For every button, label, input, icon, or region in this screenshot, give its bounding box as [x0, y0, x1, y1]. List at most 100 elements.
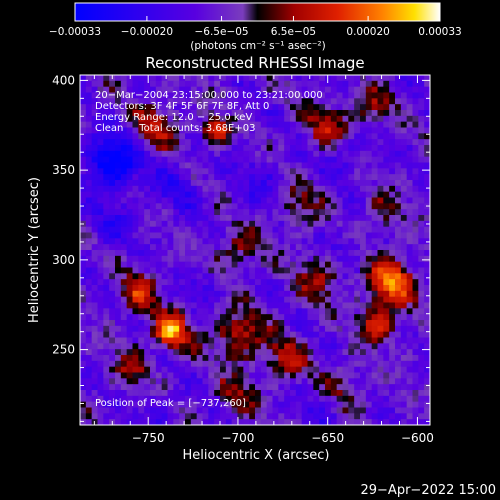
heatmap-cell	[167, 273, 174, 280]
heatmap-cell	[179, 349, 186, 356]
heatmap-cell	[161, 273, 168, 280]
heatmap-cell	[412, 331, 419, 338]
heatmap-cell	[319, 145, 326, 152]
heatmap-cell	[424, 104, 430, 111]
heatmap-cell	[120, 133, 128, 140]
heatmap-cell	[80, 121, 87, 128]
heatmap-cell	[301, 384, 308, 391]
heatmap-cell	[295, 232, 303, 239]
heatmap-cell	[249, 209, 256, 216]
heatmap-cell	[138, 110, 145, 117]
heatmap-cell	[360, 413, 367, 420]
heatmap-cell	[80, 285, 87, 292]
heatmap-cell	[220, 226, 227, 233]
heatmap-cell	[260, 168, 268, 175]
heatmap-cell	[342, 372, 349, 379]
heatmap-cell	[260, 238, 268, 245]
heatmap-cell	[336, 419, 343, 425]
heatmap-cell	[225, 110, 233, 117]
heatmap-cell	[173, 296, 180, 303]
heatmap-cell	[202, 121, 209, 128]
heatmap-cell	[307, 325, 314, 333]
heatmap-cell	[190, 220, 198, 228]
heatmap-cell	[249, 215, 256, 222]
heatmap-cell	[97, 215, 104, 222]
heatmap-cell	[365, 209, 373, 216]
heatmap-cell	[161, 331, 168, 338]
heatmap-cell	[266, 296, 273, 303]
heatmap-cell	[115, 244, 122, 251]
heatmap-cell	[325, 203, 332, 210]
heatmap-cell	[80, 407, 87, 414]
heatmap-cell	[319, 384, 326, 391]
heatmap-cell	[103, 75, 110, 82]
heatmap-cell	[179, 302, 186, 309]
heatmap-cell	[418, 320, 425, 327]
heatmap-cell	[400, 279, 408, 286]
heatmap-cell	[97, 191, 104, 198]
heatmap-cell	[138, 378, 145, 385]
heatmap-cell	[278, 407, 285, 414]
heatmap-cell	[103, 308, 110, 315]
heatmap-cell	[103, 255, 110, 263]
heatmap-cell	[138, 162, 145, 169]
heatmap-cell	[150, 92, 157, 99]
heatmap-cell	[179, 273, 186, 280]
heatmap-cell	[97, 314, 104, 321]
heatmap-cell	[360, 244, 367, 251]
heatmap-cell	[150, 267, 157, 274]
heatmap-cell	[342, 220, 349, 228]
heatmap-cell	[144, 337, 151, 344]
heatmap-cell	[406, 279, 413, 286]
heatmap-cell	[377, 145, 384, 152]
heatmap-cell	[126, 215, 133, 222]
heatmap-cell	[313, 267, 320, 274]
heatmap-cell	[383, 401, 390, 408]
heatmap-cell	[360, 378, 367, 385]
heatmap-cell	[295, 162, 303, 169]
heatmap-cell	[313, 75, 320, 82]
heatmap-cell	[319, 185, 326, 193]
heatmap-cell	[307, 168, 314, 175]
heatmap-cell	[167, 255, 174, 263]
heatmap-cell	[115, 156, 122, 163]
heatmap-cell	[354, 261, 361, 268]
heatmap-cell	[383, 360, 390, 368]
heatmap-cell	[196, 115, 203, 123]
heatmap-cell	[243, 250, 250, 257]
heatmap-cell	[284, 360, 291, 368]
heatmap-cell	[103, 320, 110, 327]
heatmap-cell	[360, 174, 367, 181]
heatmap-cell	[80, 127, 87, 134]
heatmap-cell	[225, 261, 233, 268]
heatmap-cell	[225, 349, 233, 356]
heatmap-cell	[272, 325, 279, 333]
heatmap-cell	[85, 308, 93, 315]
heatmap-cell	[272, 360, 279, 368]
heatmap-cell	[295, 250, 303, 257]
heatmap-cell	[196, 290, 203, 298]
heatmap-cell	[144, 238, 151, 245]
heatmap-cell	[85, 255, 93, 263]
heatmap-cell	[301, 203, 308, 210]
heatmap-cell	[132, 320, 139, 327]
heatmap-cell	[220, 273, 227, 280]
heatmap-cell	[202, 220, 209, 228]
heatmap-cell	[255, 261, 262, 268]
heatmap-cell	[266, 395, 273, 403]
heatmap-cell	[115, 325, 122, 333]
heatmap-cell	[185, 168, 192, 175]
heatmap-cell	[150, 185, 157, 193]
heatmap-cell	[196, 174, 203, 181]
heatmap-cell	[190, 390, 198, 397]
heatmap-cell	[342, 86, 349, 93]
heatmap-cell	[400, 115, 408, 123]
heatmap-cell	[144, 384, 151, 391]
heatmap-cell	[237, 115, 244, 123]
heatmap-cell	[214, 325, 221, 333]
heatmap-cell	[155, 168, 163, 175]
heatmap-cell	[237, 215, 244, 222]
heatmap-cell	[115, 238, 122, 245]
heatmap-cell	[284, 86, 291, 93]
heatmap-cell	[220, 220, 227, 228]
